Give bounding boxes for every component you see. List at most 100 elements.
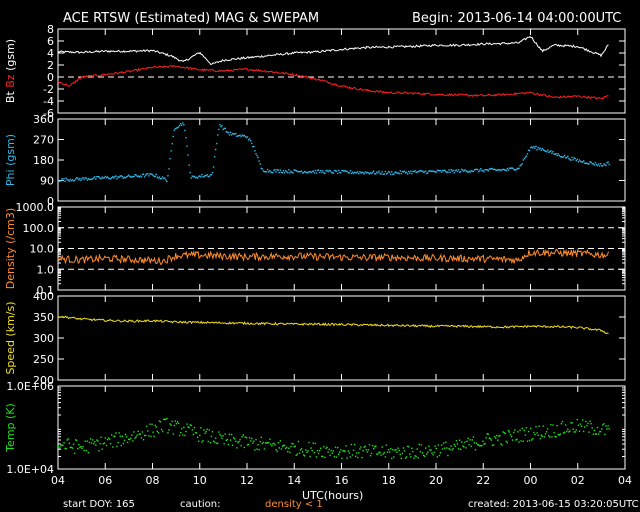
- series-phi-point: [221, 124, 223, 127]
- series-temp-point: [214, 437, 217, 439]
- series-phi-point: [564, 157, 567, 159]
- series-temp-point: [229, 439, 232, 441]
- series-phi-point: [282, 170, 285, 172]
- series-phi-point: [211, 171, 214, 174]
- series-temp-point: [234, 438, 236, 440]
- series-phi-point: [306, 172, 308, 174]
- panel-3-ytick-label: 400: [33, 290, 54, 303]
- series-phi-point: [146, 173, 148, 175]
- series-temp-point: [137, 430, 139, 433]
- series-temp-point: [309, 455, 311, 458]
- series-temp-point: [257, 444, 259, 446]
- series-phi-point: [367, 172, 370, 174]
- series-phi-point: [181, 124, 183, 127]
- series-temp-point: [116, 445, 118, 448]
- series-temp-point: [349, 456, 352, 458]
- series-temp-point: [300, 448, 303, 450]
- series-phi-point: [95, 178, 97, 180]
- series-temp-point: [500, 443, 502, 445]
- series-phi-point: [256, 154, 258, 157]
- series-phi-point: [129, 175, 131, 178]
- series-temp-point: [212, 440, 215, 442]
- series-temp-point: [196, 436, 199, 439]
- series-phi-point: [112, 176, 114, 178]
- series-phi-point: [388, 171, 391, 173]
- series-temp-point: [148, 435, 150, 437]
- series-phi-point: [291, 171, 293, 174]
- series-phi-point: [405, 171, 408, 174]
- series-phi-point: [128, 174, 130, 176]
- series-phi-point: [278, 171, 281, 174]
- series-phi-point: [311, 170, 313, 173]
- series-temp-point: [469, 439, 471, 441]
- series-temp-point: [447, 454, 449, 457]
- series-phi-point: [64, 180, 66, 182]
- series-temp-point: [576, 418, 579, 421]
- series-temp-point: [63, 442, 65, 444]
- series-phi-point: [487, 169, 489, 172]
- series-phi-point: [583, 160, 585, 162]
- series-temp-point: [548, 434, 550, 437]
- series-phi-point: [354, 171, 357, 174]
- series-temp-point: [489, 437, 492, 440]
- series-phi-point: [297, 171, 300, 173]
- series-phi-point: [543, 149, 546, 152]
- series-temp-point: [314, 442, 317, 445]
- series-phi-point: [481, 170, 483, 172]
- series-phi-point: [273, 169, 275, 171]
- series-temp-point: [573, 431, 575, 433]
- series-temp-point: [220, 435, 222, 437]
- series-temp-point: [478, 444, 480, 446]
- series-temp-point: [577, 424, 580, 426]
- series-phi-point: [501, 169, 503, 171]
- series-temp-point: [82, 445, 84, 448]
- series-temp-point: [219, 433, 221, 436]
- series-phi-point: [470, 170, 472, 172]
- series-temp-point: [76, 439, 78, 442]
- series-phi-point: [559, 156, 562, 158]
- x-tick-label: 08: [146, 474, 160, 487]
- series-temp-point: [336, 446, 339, 449]
- series-phi-point: [312, 170, 314, 172]
- series-temp-point: [109, 442, 112, 445]
- series-phi-point: [499, 168, 501, 171]
- series-phi-point: [510, 167, 513, 169]
- series-temp-point: [370, 452, 373, 455]
- series-phi-point: [322, 170, 324, 172]
- series-phi-point: [295, 170, 297, 172]
- series-temp-point: [202, 440, 204, 442]
- series-temp-point: [131, 434, 133, 436]
- series-phi-point: [545, 151, 548, 153]
- series-temp-point: [123, 439, 126, 442]
- series-temp-point: [427, 451, 429, 453]
- series-phi-point: [423, 171, 426, 173]
- series-temp-point: [310, 447, 312, 449]
- series-temp-point: [156, 430, 159, 433]
- series-phi-point: [436, 169, 439, 171]
- series-temp-point: [118, 432, 120, 434]
- series-temp-point: [85, 449, 87, 452]
- series-phi-point: [465, 170, 467, 172]
- series-temp-point: [388, 451, 391, 453]
- series-temp-point: [526, 440, 529, 442]
- series-temp-point: [368, 444, 371, 446]
- series-temp-point: [380, 454, 382, 456]
- series-temp-point: [523, 429, 526, 432]
- series-temp-point: [502, 431, 504, 433]
- series-phi-point: [494, 169, 497, 171]
- series-phi-point: [115, 175, 117, 177]
- series-temp-point: [241, 435, 243, 438]
- series-temp-point: [281, 445, 284, 447]
- series-temp-point: [280, 448, 283, 450]
- series-temp-point: [203, 429, 205, 431]
- series-phi-point: [143, 176, 146, 178]
- series-phi-point: [191, 175, 194, 177]
- panel-4-ytick-label: 1.0E+04: [6, 463, 54, 476]
- series-temp-point: [482, 440, 484, 443]
- series-temp-point: [191, 429, 194, 431]
- series-temp-point: [421, 452, 424, 454]
- series-temp-point: [446, 447, 448, 449]
- series-phi-point: [498, 169, 500, 171]
- series-phi-point: [478, 171, 480, 173]
